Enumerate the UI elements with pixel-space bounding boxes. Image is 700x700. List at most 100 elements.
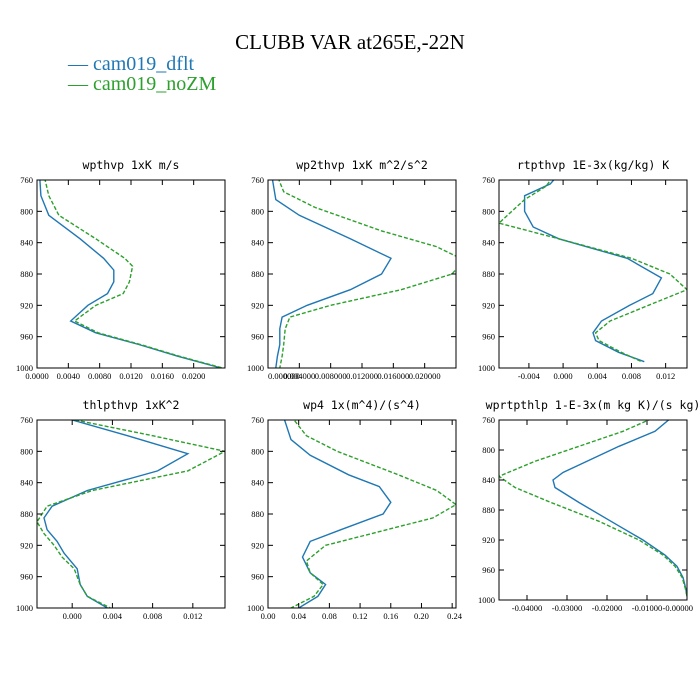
x-tick-label: 0.0040 [57,371,80,381]
y-tick-label: 760 [251,415,264,425]
x-tick-label: 0.0120 [119,371,142,381]
y-tick-label: 920 [482,300,495,310]
y-tick-label: 840 [482,475,495,485]
x-tick-label: 0.008 [622,371,641,381]
series-line-cam019_noZM [44,180,223,368]
series-line-cam019_noZM [37,420,225,608]
y-tick-label: 1000 [478,595,495,605]
x-tick-label: 0.24 [447,611,463,621]
series-line-cam019_noZM [499,420,687,597]
y-tick-label: 840 [482,238,495,248]
y-tick-label: 800 [20,446,33,456]
x-tick-label: 0.0000 [25,371,48,381]
x-tick-label: 0.16 [383,611,398,621]
x-tick-label: -0.01000 [632,603,662,613]
x-tick-label: 0.08 [322,611,337,621]
y-tick-label: 920 [251,540,264,550]
y-tick-label: 880 [251,509,264,519]
y-tick-label: 960 [482,332,495,342]
series-line-cam019_dflt [271,180,392,368]
x-tick-label: 0.012 [183,611,202,621]
y-tick-label: 840 [251,478,264,488]
series-line-cam019_dflt [552,420,687,597]
panel-5: wp4 1x(m^4)/(s^4)76080084088092096010000… [247,398,463,621]
y-tick-label: 880 [20,269,33,279]
panels: wpthvp 1xK m/s76080084088092096010000.00… [16,158,700,621]
x-tick-label: -0.04000 [512,603,542,613]
figure-title: CLUBB VAR at265E,-22N [235,30,465,54]
x-tick-label: 0.020000 [409,371,441,381]
x-tick-label: 0.12 [353,611,368,621]
series-line-cam019_noZM [499,180,687,363]
panel-title: rtpthvp 1E-3x(kg/kg) K [517,158,669,172]
y-tick-label: 840 [20,238,33,248]
y-tick-label: 760 [482,175,495,185]
series-line-cam019_dflt [43,420,190,608]
y-tick-label: 1000 [247,363,264,373]
legend-entry-nozm: — cam019_noZM [67,73,217,95]
y-tick-label: 840 [20,478,33,488]
y-tick-label: 960 [251,332,264,342]
x-tick-label: 0.004 [588,371,608,381]
plot-frame [267,419,457,609]
y-tick-label: 960 [20,332,33,342]
panel-3: rtpthvp 1E-3x(kg/kg) K 760 800 840 880 920 960… [478,158,688,381]
plot-frame [36,419,226,609]
plot-frame [498,179,688,369]
y-tick-label: 1000 [478,363,495,373]
y-tick-label: 880 [20,509,33,519]
x-tick-label: 0.00 [261,611,276,621]
x-tick-label: -0.004 [518,371,541,381]
x-tick-label: 0.012000 [346,371,378,381]
y-tick-label: 960 [482,565,495,575]
y-tick-label: 760 [20,175,33,185]
x-tick-label: 0.0200 [182,371,205,381]
panel-1: wpthvp 1xK m/s76080084088092096010000.00… [16,158,226,381]
x-tick-label: 0.004 [103,611,123,621]
y-tick-label: 960 [251,572,264,582]
legend: — cam019_dflt — cam019_noZM [67,53,217,95]
panel-6: wprtpthlp 1-E-3x(m kg K)/(s kg) 760 800 840… [478,398,700,613]
x-tick-label: -0.02000 [592,603,622,613]
y-tick-label: 1000 [16,363,33,373]
x-tick-label: 0.012 [656,371,675,381]
x-tick-label: 0.0080 [88,371,111,381]
y-tick-label: 840 [251,238,264,248]
plot-frame [267,179,457,369]
y-tick-label: 880 [482,269,495,279]
legend-entry-dflt: — cam019_dflt [67,53,195,75]
y-tick-label: 800 [251,446,264,456]
x-tick-label: 0.04 [291,611,307,621]
series-line-cam019_noZM [278,180,456,368]
x-tick-label: 0.004000 [283,371,315,381]
y-tick-label: 800 [482,445,495,455]
y-tick-label: 1000 [247,603,264,613]
y-tick-label: 1000 [16,603,33,613]
x-tick-label: -0.00000 [663,603,693,613]
y-tick-label: 800 [251,206,264,216]
y-tick-label: 800 [20,206,33,216]
x-tick-label: 0.000000 [268,371,300,381]
y-tick-label: 760 [482,415,495,425]
panel-2: wp2thvp 1xK m^2/s^2 760 800 840 880 920 960 100… [247,158,457,381]
y-tick-label: 880 [251,269,264,279]
y-tick-label: 800 [482,206,495,216]
series-line-cam019_noZM [290,420,456,608]
panel-4: thlpthvp 1xK^2 760 800 840 880 920 960 1000 0.00… [16,398,226,621]
x-tick-label: 0.008 [143,611,162,621]
y-tick-label: 960 [20,572,33,582]
y-tick-label: 920 [482,535,495,545]
plot-frame [36,179,226,369]
y-tick-label: 920 [20,300,33,310]
x-tick-label: 0.000 [554,371,573,381]
series-line-cam019_dflt [283,420,392,608]
x-tick-label: 0.008000 [315,371,347,381]
y-tick-label: 760 [20,415,33,425]
x-tick-label: -0.03000 [552,603,582,613]
panel-title: wp4 1x(m^4)/(s^4) [303,398,421,412]
panel-title: wpthvp 1xK m/s [83,158,180,172]
series-line-cam019_dflt [523,180,663,363]
x-tick-label: 0.000 [63,611,82,621]
y-tick-label: 920 [20,540,33,550]
